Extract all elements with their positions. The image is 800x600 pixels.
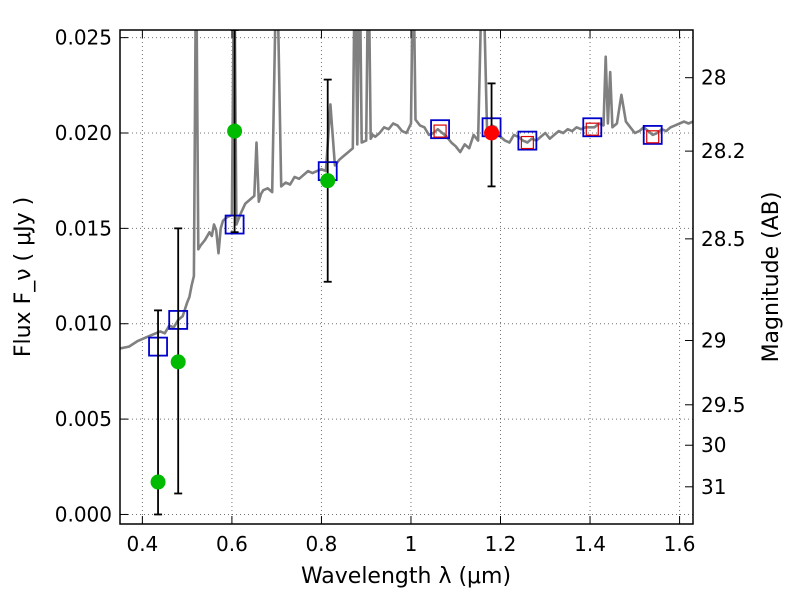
y2-tick-label: 28.5	[701, 227, 746, 251]
model-photometry-square	[517, 130, 538, 151]
red-photometry-square	[585, 122, 599, 136]
x-axis-label: Wavelength λ (μm)	[301, 564, 511, 589]
y2-tick-label: 31	[701, 475, 726, 499]
red-photometry-square	[646, 130, 660, 144]
x-tick-label: 1.2	[485, 532, 517, 556]
observed-point-green	[150, 474, 166, 490]
y-axis-label: Flux F_ν ( μJy )	[11, 197, 36, 357]
red-photometry-square	[520, 135, 534, 150]
x-tick-label: 1	[405, 532, 418, 556]
x-tick-label: 1.6	[664, 532, 696, 556]
y2-tick-label: 28	[701, 66, 726, 90]
y2-tick-label: 29	[701, 329, 726, 353]
y2-axis-label: Magnitude (AB)	[759, 192, 784, 363]
plot-area	[120, 30, 693, 516]
y-tick-label: 0.005	[55, 407, 112, 431]
plot-frame	[119, 29, 694, 525]
y2-tick-label: 28.2	[701, 139, 746, 163]
observed-point-green	[170, 354, 186, 370]
observed-point-green	[320, 173, 336, 189]
model-photometry-square	[430, 119, 450, 140]
x-tick-label: 0.4	[126, 532, 158, 556]
observed-point-green	[227, 123, 243, 139]
x-tick-label: 1.4	[574, 532, 606, 556]
y-tick-label: 0.015	[55, 216, 112, 240]
red-photometry-square	[433, 124, 447, 138]
y-tick-label: 0.020	[55, 121, 112, 145]
y-tick-label: 0.010	[55, 312, 112, 336]
y2-tick-label: 29.5	[701, 393, 746, 417]
y-tick-label: 0.000	[55, 502, 112, 526]
x-tick-label: 0.8	[306, 532, 338, 556]
axis-ticks: 0.4 0.6 0.8 1 1.2 1.4 1.6 0.000 0.005 0.010 0.015 0…	[55, 26, 746, 556]
y-tick-label: 0.025	[55, 26, 112, 50]
model-photometry-square	[582, 117, 603, 138]
x-tick-label: 0.6	[216, 532, 248, 556]
model-photometry-square	[642, 125, 663, 145]
y2-tick-label: 30	[701, 433, 726, 457]
sed-spectrum-line	[120, 30, 693, 350]
observed-point-red	[484, 125, 500, 141]
